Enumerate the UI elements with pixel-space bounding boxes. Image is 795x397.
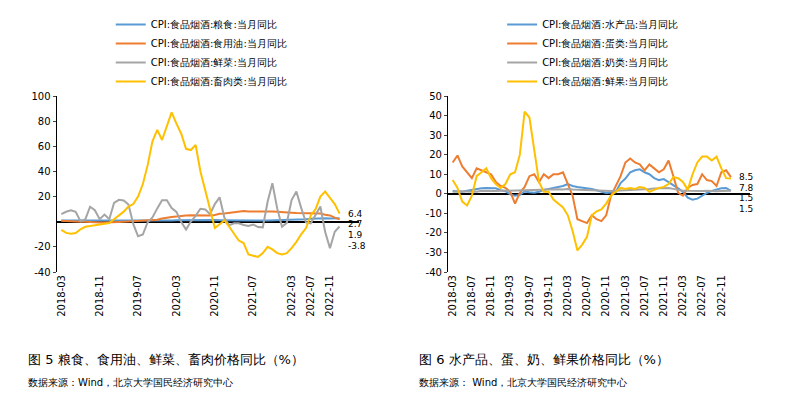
svg-text:2020-07: 2020-07 bbox=[581, 275, 592, 317]
svg-text:数据来源： Wind，北京大学国民经济研究中心: 数据来源： Wind，北京大学国民经济研究中心 bbox=[419, 377, 627, 388]
svg-text:-10: -10 bbox=[426, 208, 442, 219]
svg-text:2022-11: 2022-11 bbox=[324, 275, 335, 317]
svg-text:50: 50 bbox=[429, 91, 442, 102]
svg-text:10: 10 bbox=[429, 169, 442, 180]
svg-text:2019-07: 2019-07 bbox=[132, 275, 143, 317]
svg-text:2022-07: 2022-07 bbox=[696, 275, 707, 317]
svg-text:CPI:食品烟酒:水产品:当月同比: CPI:食品烟酒:水产品:当月同比 bbox=[542, 19, 678, 30]
svg-text:2022-03: 2022-03 bbox=[286, 275, 297, 317]
svg-text:2020-03: 2020-03 bbox=[562, 275, 573, 317]
svg-text:2022-11: 2022-11 bbox=[716, 275, 727, 317]
svg-text:100: 100 bbox=[31, 91, 50, 102]
svg-text:2.7: 2.7 bbox=[348, 219, 362, 229]
svg-text:2018-03: 2018-03 bbox=[56, 275, 67, 317]
svg-text:80: 80 bbox=[38, 116, 51, 127]
svg-text:CPI:食品烟酒:畜肉类:当月同比: CPI:食品烟酒:畜肉类:当月同比 bbox=[151, 76, 287, 87]
svg-text:2020-11: 2020-11 bbox=[209, 275, 220, 317]
svg-text:2021-07: 2021-07 bbox=[639, 275, 650, 317]
svg-text:图 6 水产品、蛋、奶、鲜果价格同比（%）: 图 6 水产品、蛋、奶、鲜果价格同比（%） bbox=[419, 352, 669, 367]
svg-text:2021-11: 2021-11 bbox=[658, 275, 669, 317]
svg-text:数据来源：Wind，北京大学国民经济研究中心: 数据来源：Wind，北京大学国民经济研究中心 bbox=[28, 377, 233, 388]
svg-text:2019-07: 2019-07 bbox=[524, 275, 535, 317]
svg-text:2018-11: 2018-11 bbox=[94, 275, 105, 317]
svg-text:7.8: 7.8 bbox=[739, 183, 754, 193]
svg-text:-20: -20 bbox=[426, 227, 442, 238]
svg-text:图 5 粮食、食用油、鲜菜、畜肉价格同比（%）: 图 5 粮食、食用油、鲜菜、畜肉价格同比（%） bbox=[28, 352, 304, 367]
svg-text:40: 40 bbox=[429, 110, 442, 121]
svg-text:30: 30 bbox=[429, 130, 442, 141]
svg-text:2019-03: 2019-03 bbox=[504, 275, 515, 317]
svg-text:1.5: 1.5 bbox=[739, 204, 753, 214]
svg-text:CPI:食品烟酒:奶类:当月同比: CPI:食品烟酒:奶类:当月同比 bbox=[542, 57, 668, 68]
svg-text:-20: -20 bbox=[34, 241, 50, 252]
svg-text:2018-03: 2018-03 bbox=[447, 275, 458, 317]
svg-text:1.5: 1.5 bbox=[739, 193, 753, 203]
svg-text:40: 40 bbox=[38, 166, 51, 177]
svg-text:8.5: 8.5 bbox=[739, 172, 753, 182]
svg-text:20: 20 bbox=[38, 191, 51, 202]
svg-text:2021-03: 2021-03 bbox=[620, 275, 631, 317]
svg-text:2019-11: 2019-11 bbox=[543, 275, 554, 317]
svg-text:-40: -40 bbox=[34, 267, 50, 278]
svg-text:0: 0 bbox=[436, 188, 442, 199]
svg-text:-40: -40 bbox=[426, 267, 442, 278]
svg-text:20: 20 bbox=[429, 149, 442, 160]
svg-text:-30: -30 bbox=[426, 247, 442, 258]
svg-text:CPI:食品烟酒:鲜菜:当月同比: CPI:食品烟酒:鲜菜:当月同比 bbox=[151, 57, 277, 68]
svg-text:1.9: 1.9 bbox=[348, 230, 363, 240]
svg-text:2022-03: 2022-03 bbox=[677, 275, 688, 317]
svg-text:2022-07: 2022-07 bbox=[305, 275, 316, 317]
svg-text:6.4: 6.4 bbox=[348, 209, 363, 219]
svg-text:2021-07: 2021-07 bbox=[247, 275, 258, 317]
svg-text:2018-11: 2018-11 bbox=[485, 275, 496, 317]
svg-text:CPI:食品烟酒:蛋类:当月同比: CPI:食品烟酒:蛋类:当月同比 bbox=[542, 38, 668, 49]
svg-text:CPI:食品烟酒:鲜果:当月同比: CPI:食品烟酒:鲜果:当月同比 bbox=[542, 76, 668, 87]
svg-text:-3.8: -3.8 bbox=[348, 241, 366, 251]
svg-text:CPI:食品烟酒:粮食:当月同比: CPI:食品烟酒:粮食:当月同比 bbox=[151, 19, 277, 30]
svg-text:60: 60 bbox=[38, 141, 51, 152]
svg-text:2020-11: 2020-11 bbox=[600, 275, 611, 317]
svg-text:2018-07: 2018-07 bbox=[466, 275, 477, 317]
svg-text:CPI:食品烟酒:食用油:当月同比: CPI:食品烟酒:食用油:当月同比 bbox=[151, 38, 287, 49]
svg-text:2020-03: 2020-03 bbox=[171, 275, 182, 317]
